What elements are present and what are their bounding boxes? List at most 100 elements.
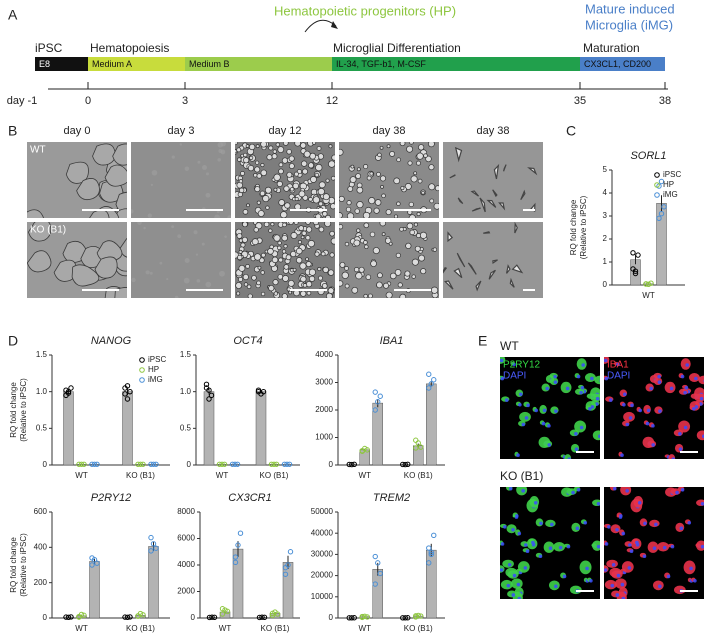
cell xyxy=(416,212,421,217)
cell xyxy=(579,560,592,575)
cell xyxy=(259,190,266,197)
nucleus xyxy=(500,542,505,546)
cell xyxy=(298,225,305,231)
data-point xyxy=(255,388,262,395)
cell xyxy=(385,291,393,298)
data-point xyxy=(413,613,419,619)
nucleus xyxy=(662,545,667,550)
cell xyxy=(592,540,600,551)
cell xyxy=(282,275,289,282)
cell xyxy=(406,222,414,230)
column-label: day 12 xyxy=(268,125,301,137)
cell xyxy=(344,266,349,271)
cell xyxy=(237,191,243,198)
nucleus xyxy=(525,549,530,554)
cell xyxy=(287,279,295,287)
cell xyxy=(184,166,190,171)
stain-label: IBA1 xyxy=(607,360,629,371)
nucleus xyxy=(554,409,558,413)
y-tick-label: 20000 xyxy=(311,571,334,580)
nucleus xyxy=(583,521,588,525)
data-point xyxy=(206,396,212,402)
nucleus xyxy=(680,487,685,492)
cell xyxy=(634,466,640,470)
nucleus xyxy=(666,574,671,579)
cell xyxy=(322,193,330,201)
nucleus xyxy=(571,490,575,495)
cell xyxy=(368,197,376,205)
cell xyxy=(251,238,259,246)
cell xyxy=(471,207,481,212)
micrograph-bg xyxy=(131,142,231,218)
data-point xyxy=(281,461,288,467)
day-label: day -1 xyxy=(7,95,38,107)
cell xyxy=(680,358,691,370)
cell xyxy=(479,197,486,213)
cell xyxy=(408,142,414,145)
cell xyxy=(240,171,245,176)
stage-label: Microglial Differentiation xyxy=(333,41,461,55)
y-tick-label: 40000 xyxy=(311,528,334,537)
cell xyxy=(571,522,581,533)
data-point xyxy=(124,383,131,389)
data-point xyxy=(150,541,157,547)
cell xyxy=(592,464,597,468)
data-point xyxy=(124,614,131,620)
nucleus xyxy=(517,596,522,599)
colony xyxy=(65,161,89,184)
row-label: KO (B1) xyxy=(30,225,66,236)
micrograph-bg xyxy=(443,222,543,298)
cell xyxy=(289,187,295,192)
y-tick-label: 0.5 xyxy=(36,423,48,432)
nucleus xyxy=(553,374,557,379)
nucleus xyxy=(693,578,697,583)
legend-label: iMG xyxy=(663,190,678,199)
cell xyxy=(247,165,255,172)
cell xyxy=(278,257,284,263)
cell xyxy=(520,189,526,201)
cell xyxy=(278,168,284,175)
data-point xyxy=(269,610,276,617)
cell xyxy=(457,197,464,205)
x-tick-label: WT xyxy=(75,624,88,633)
data-point xyxy=(81,461,87,467)
nucleus xyxy=(567,457,572,459)
day-label: 38 xyxy=(659,95,671,107)
cell xyxy=(434,185,439,192)
cell xyxy=(328,144,333,149)
bar xyxy=(372,568,383,619)
cell xyxy=(428,142,435,148)
cell xyxy=(444,280,454,290)
y-tick-label: 30000 xyxy=(311,550,334,559)
nucleus xyxy=(628,543,632,547)
cell xyxy=(354,208,360,214)
medium-label: CX3CL1, CD200 xyxy=(584,59,651,69)
nucleus xyxy=(519,392,523,397)
nucleus xyxy=(518,403,522,407)
micrograph xyxy=(131,222,231,298)
cell xyxy=(454,146,463,163)
data-point xyxy=(81,612,87,619)
bar xyxy=(255,391,267,466)
cell xyxy=(393,177,401,185)
cell xyxy=(584,373,596,382)
cell xyxy=(488,269,496,280)
cell xyxy=(389,151,396,157)
cell xyxy=(486,199,497,208)
cell xyxy=(236,233,243,239)
cell xyxy=(236,147,242,153)
cell xyxy=(447,231,454,243)
nucleus xyxy=(610,583,615,588)
y-axis-label: RQ fold change xyxy=(569,199,578,255)
cell xyxy=(308,268,316,276)
cell xyxy=(318,226,325,233)
nucleus xyxy=(554,584,558,589)
cell xyxy=(519,411,531,422)
data-point xyxy=(413,445,419,451)
cell xyxy=(301,160,308,167)
nucleus xyxy=(669,386,674,391)
cell xyxy=(137,222,142,225)
micrograph: WT xyxy=(27,142,127,218)
medium-segment xyxy=(88,57,185,71)
